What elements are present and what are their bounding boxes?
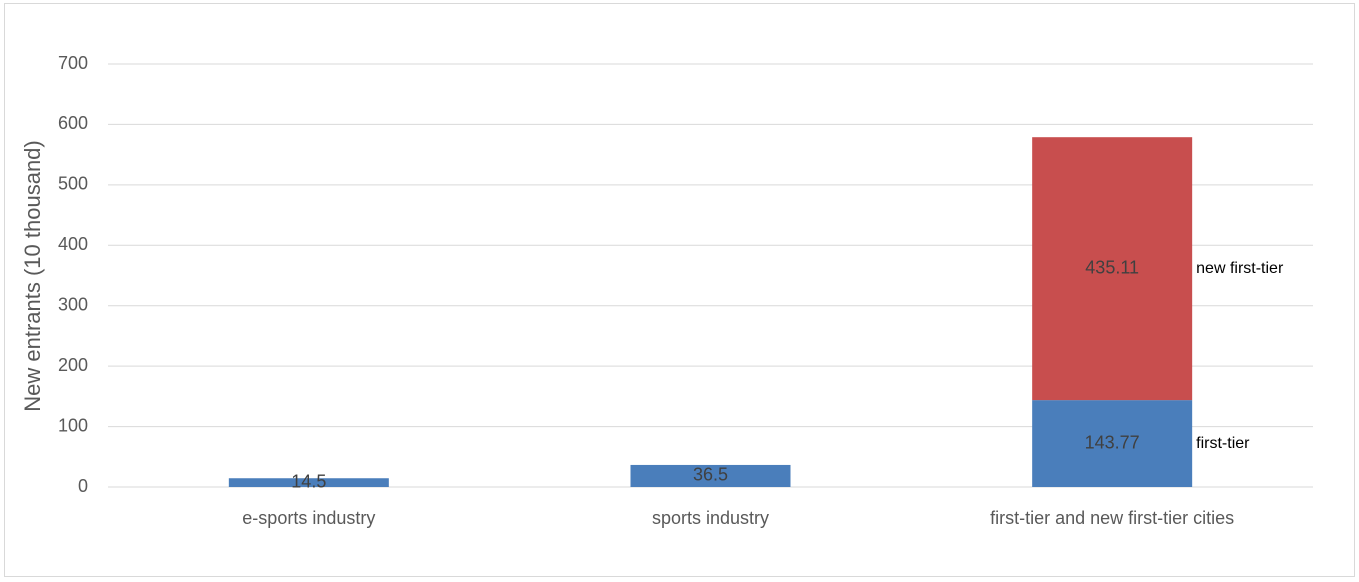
- bar-segment: [228, 478, 389, 487]
- y-tick-label: 100: [58, 415, 88, 435]
- y-tick-label: 700: [58, 53, 88, 73]
- y-axis-title: New entrants (10 thousand): [20, 140, 45, 412]
- y-tick-label: 200: [58, 355, 88, 375]
- y-tick-label: 600: [58, 113, 88, 133]
- data-label: 36.5: [693, 465, 728, 485]
- x-tick-label: e-sports industry: [242, 508, 375, 528]
- data-label: 143.77: [1085, 432, 1140, 452]
- x-tick-label: sports industry: [652, 508, 769, 528]
- data-label: 14.5: [291, 471, 326, 491]
- y-tick-label: 500: [58, 174, 88, 194]
- series-label: first-tier: [1196, 435, 1250, 452]
- bar-segment: [1032, 400, 1193, 487]
- y-tick-label: 300: [58, 294, 88, 314]
- y-tick-label: 400: [58, 234, 88, 254]
- bar-segment: [1032, 137, 1193, 401]
- bar-segment: [630, 464, 791, 487]
- y-tick-label: 0: [78, 476, 88, 496]
- x-tick-label: first-tier and new first-tier cities: [990, 508, 1234, 528]
- data-label: 435.11: [1085, 257, 1139, 277]
- series-label: new first-tier: [1196, 260, 1284, 277]
